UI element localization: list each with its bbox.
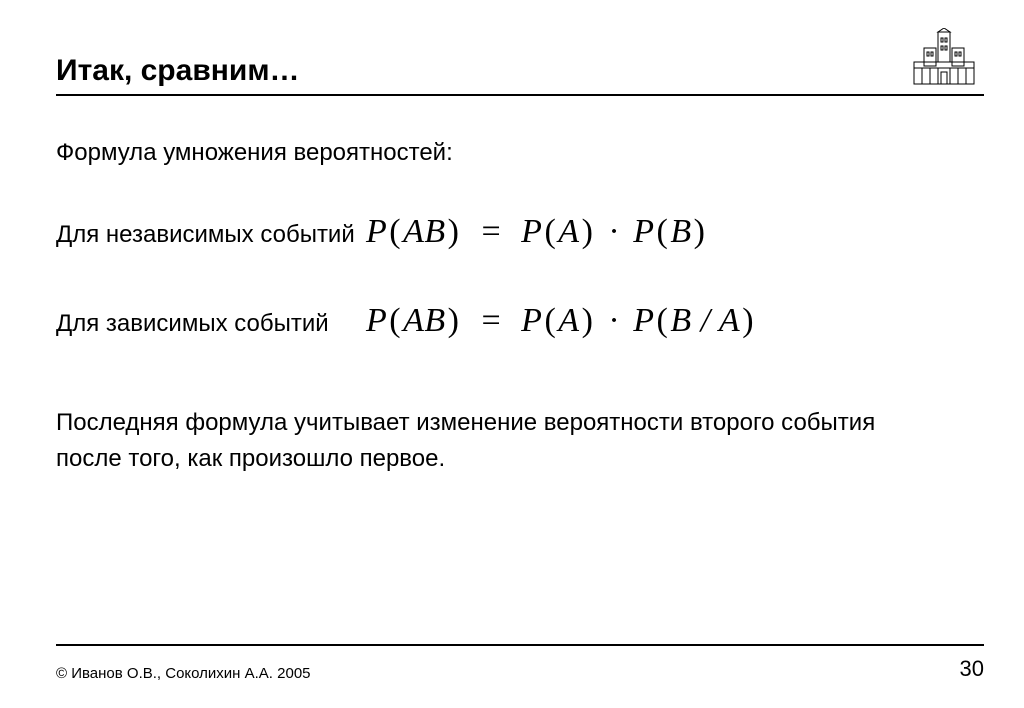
f2-rhs1-arg: A bbox=[558, 302, 579, 339]
row-label-dependent: Для зависимых событий bbox=[56, 307, 366, 342]
conclusion-text: Последняя формула учитывает изменение ве… bbox=[56, 405, 936, 477]
lead-text: Формула умножения вероятностей: bbox=[56, 136, 984, 171]
formula-independent: P(AB) = P(A) · P(B) bbox=[366, 207, 707, 256]
page-number: 30 bbox=[960, 656, 984, 682]
f1-rhs2-arg: B bbox=[670, 213, 691, 250]
f1-lhs-func: P bbox=[366, 213, 387, 250]
formula-row-independent: Для независимых событий P(AB) = P(A) · P… bbox=[56, 207, 984, 256]
slide-header: Итак, сравним… bbox=[56, 28, 984, 96]
f1-rhs2-func: P bbox=[633, 213, 654, 250]
f2-lhs-func: P bbox=[366, 302, 387, 339]
formula-row-dependent: Для зависимых событий P(AB) = P(A) · P(B… bbox=[56, 296, 984, 345]
f2-rhs2-func: P bbox=[633, 302, 654, 339]
footer-rule bbox=[56, 644, 984, 646]
f1-rhs1-func: P bbox=[521, 213, 542, 250]
footer-row: © Иванов О.В., Соколихин А.А. 2005 30 bbox=[56, 656, 984, 682]
slide-footer: © Иванов О.В., Соколихин А.А. 2005 30 bbox=[56, 644, 984, 682]
formula-dependent: P(AB) = P(A) · P(B / A) bbox=[366, 296, 756, 345]
f1-lhs-arg: AB bbox=[403, 213, 446, 250]
f2-rhs2-arg: B / A bbox=[670, 302, 740, 339]
university-building-icon bbox=[908, 28, 980, 88]
f1-rhs1-arg: A bbox=[558, 213, 579, 250]
row-label-independent: Для независимых событий bbox=[56, 218, 366, 253]
slide-title: Итак, сравним… bbox=[56, 54, 300, 88]
f2-rhs1-func: P bbox=[521, 302, 542, 339]
f2-lhs-arg: AB bbox=[403, 302, 446, 339]
copyright-text: © Иванов О.В., Соколихин А.А. 2005 bbox=[56, 665, 311, 682]
slide-content: Формула умножения вероятностей: Для неза… bbox=[56, 136, 984, 477]
slide: Итак, сравним… bbox=[0, 0, 1024, 708]
